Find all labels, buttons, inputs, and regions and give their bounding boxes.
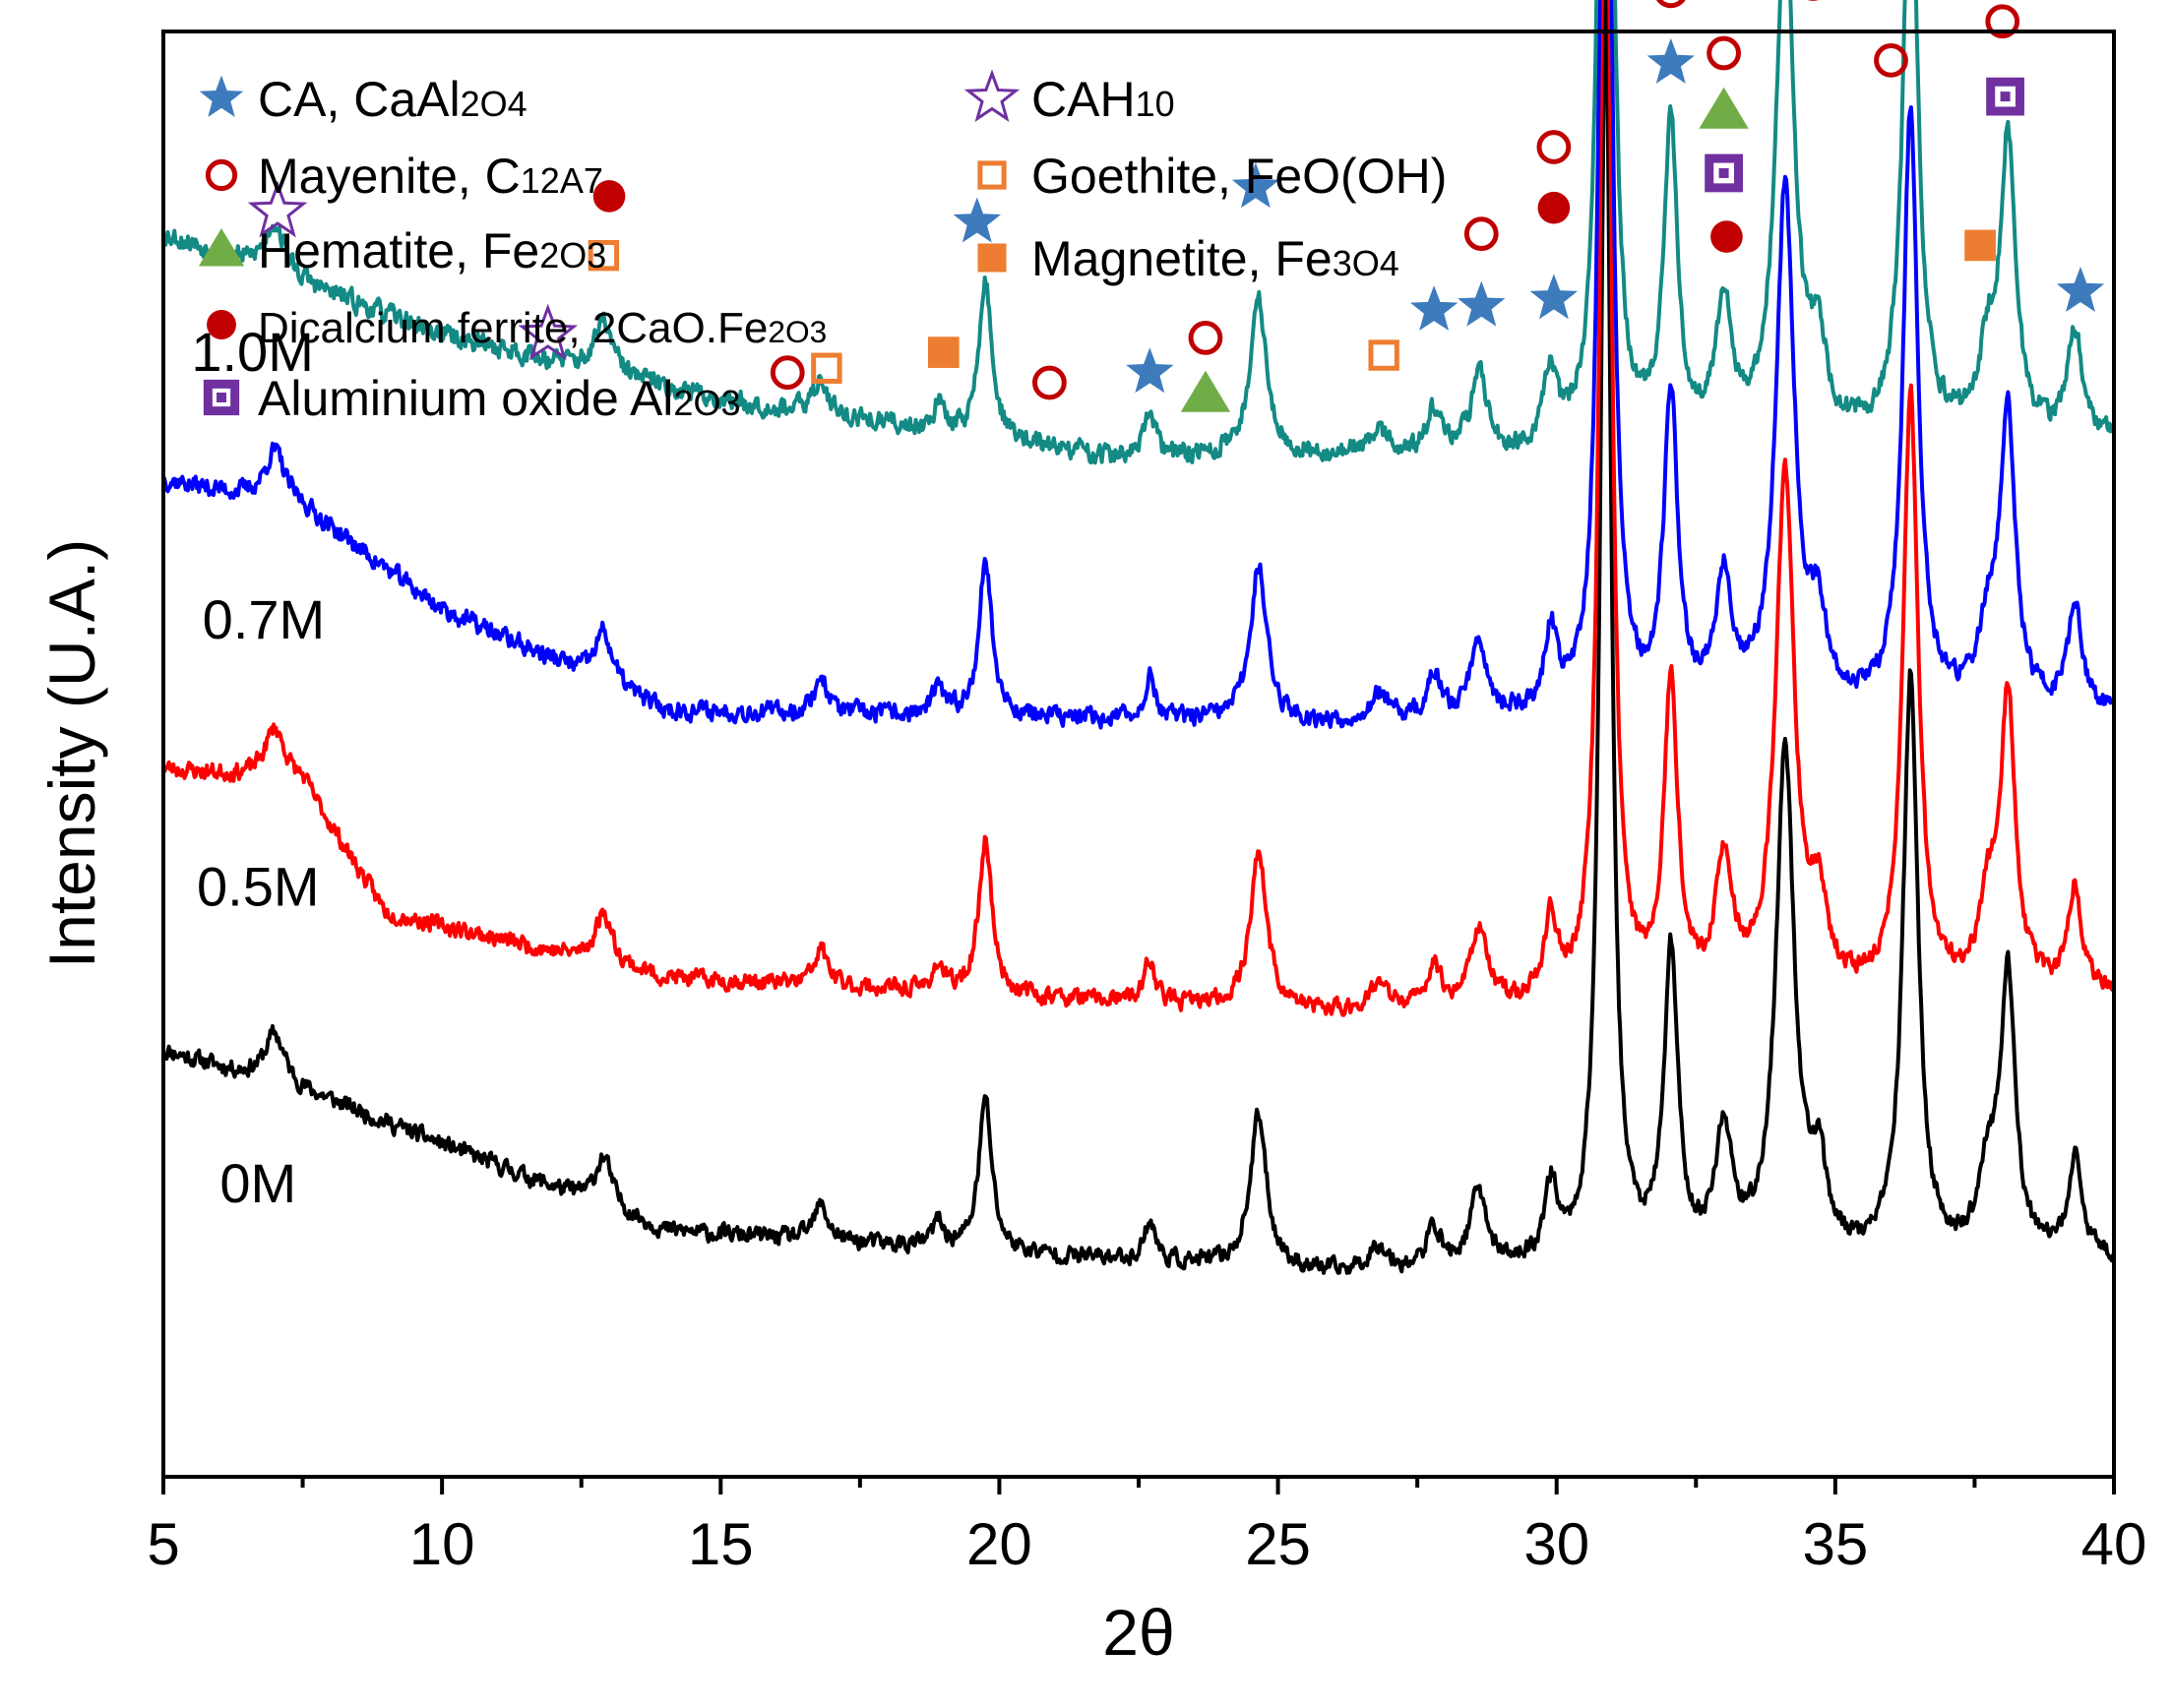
legend-symbol-circle-filled [207, 310, 236, 339]
peak-marker-square-open [811, 352, 842, 384]
peak-marker-square-filled [927, 336, 960, 368]
curve-label: 0.5M [197, 856, 320, 918]
peak-marker-circle-open [1536, 130, 1572, 164]
legend-label-main: Hematite, Fe [258, 223, 539, 278]
x-tick-label: 25 [1245, 1511, 1311, 1577]
legend-label: Mayenite, C12A7 [258, 149, 603, 204]
legend-label-main: CA, CaAl [258, 72, 461, 127]
y-axis-label: Intensity (U.A.) [35, 539, 108, 968]
legend-symbol-square-dot [203, 379, 240, 416]
legend-label: Magnetite, Fe3O4 [1031, 231, 1399, 286]
peak-marker-circle-open [1985, 4, 2020, 39]
legend-label-sub: 2O3 [768, 314, 827, 349]
peak-marker-star-filled [1409, 285, 1458, 332]
curve-label: 0.7M [203, 588, 326, 650]
peak-marker-square-filled [1964, 229, 1996, 262]
legend-label-main: CAH [1031, 72, 1136, 127]
legend-label-sub: 2O3 [539, 235, 606, 275]
peak-marker-circle-open [1707, 35, 1741, 71]
peak-marker-triangle-filled [1180, 370, 1231, 412]
peak-marker-square-open [1368, 339, 1399, 371]
series-line-0-5m [162, 0, 2116, 1017]
legend-label: Hematite, Fe2O3 [258, 223, 606, 278]
peak-marker-circle-open [770, 355, 805, 391]
peak-marker-star-filled [1458, 280, 1506, 327]
x-tick-label: 5 [147, 1511, 179, 1577]
peak-marker-star-open [518, 303, 579, 361]
series-line-0-7m [161, 0, 2116, 730]
x-tick-label: 30 [1523, 1511, 1589, 1577]
series-line-1-0m [161, 0, 2116, 465]
peak-marker-star-open [247, 180, 308, 238]
peak-marker-star-filled [1126, 347, 1174, 394]
peak-marker-circle-open [1032, 365, 1067, 400]
legend-label-sub: 2O3 [673, 383, 740, 423]
legend-symbol-star-open [963, 69, 1021, 122]
peak-marker-layer [247, 0, 2105, 412]
peak-marker-triangle-filled [1699, 87, 1749, 129]
peak-marker-star-filled [1231, 162, 1280, 209]
legend-label: Dicalcium ferrite, 2CaO.Fe2O3 [258, 304, 827, 352]
legend-symbol-square-open [977, 160, 1007, 190]
peak-marker-square-dot [1705, 153, 1743, 193]
legend-label-main: Magnetite, Fe [1031, 231, 1333, 286]
legend-label-main: Mayenite, C [258, 149, 521, 204]
peak-marker-circle-open [1463, 216, 1499, 252]
legend-label: CA, CaAl2O4 [258, 72, 527, 127]
x-tick-label: 15 [688, 1511, 754, 1577]
series-line-0m [161, 0, 2116, 1275]
x-tick-label: 40 [2081, 1511, 2147, 1577]
legend-symbol-square-filled [977, 243, 1007, 273]
peak-marker-circle-open [1188, 321, 1223, 355]
x-tick-label: 10 [409, 1511, 475, 1577]
legend-label-sub: 12A7 [521, 160, 603, 201]
legend-symbol-triangle-filled [198, 228, 245, 267]
peak-marker-circle-filled [1710, 220, 1743, 253]
legend-label-main: Aluminium oxide Al [258, 371, 673, 426]
legend-symbol-star-filled [199, 75, 244, 117]
legend-label-sub: 3O4 [1333, 243, 1399, 283]
peak-marker-square-dot [1986, 77, 2024, 116]
curve-label: 0M [219, 1152, 296, 1214]
legend-label-main: Dicalcium ferrite, 2CaO.Fe [258, 304, 768, 352]
peak-marker-star-filled [2056, 266, 2105, 312]
x-axis-label: 2θ [1102, 1596, 1174, 1669]
x-axis-ticks: 5 10 15 20 25 30 35 40 [147, 1477, 2146, 1577]
legend-label-sub: 10 [1136, 84, 1175, 124]
peak-marker-square-open [588, 239, 620, 272]
peak-marker-circle-open [1874, 43, 1908, 78]
peak-marker-star-filled [1529, 274, 1579, 320]
x-tick-label: 35 [1802, 1511, 1868, 1577]
legend-symbol-circle-open [205, 158, 238, 192]
peak-marker-circle-open [1656, 0, 1686, 9]
legend-label: Goethite, FeO(OH) [1031, 149, 1447, 204]
peak-marker-star-filled [953, 197, 1001, 243]
legend-label: CAH10 [1031, 72, 1175, 127]
peak-marker-circle-filled [1537, 191, 1571, 224]
x-tick-label: 20 [966, 1511, 1032, 1577]
series-layer [161, 0, 2116, 1275]
legend-label: Aluminium oxide Al2O3 [258, 371, 740, 426]
peak-marker-star-filled [1646, 37, 1695, 84]
peak-marker-circle-filled [592, 180, 626, 213]
legend-label-main: Goethite, FeO(OH) [1031, 149, 1447, 204]
legend-label-sub: 2O4 [461, 84, 527, 124]
